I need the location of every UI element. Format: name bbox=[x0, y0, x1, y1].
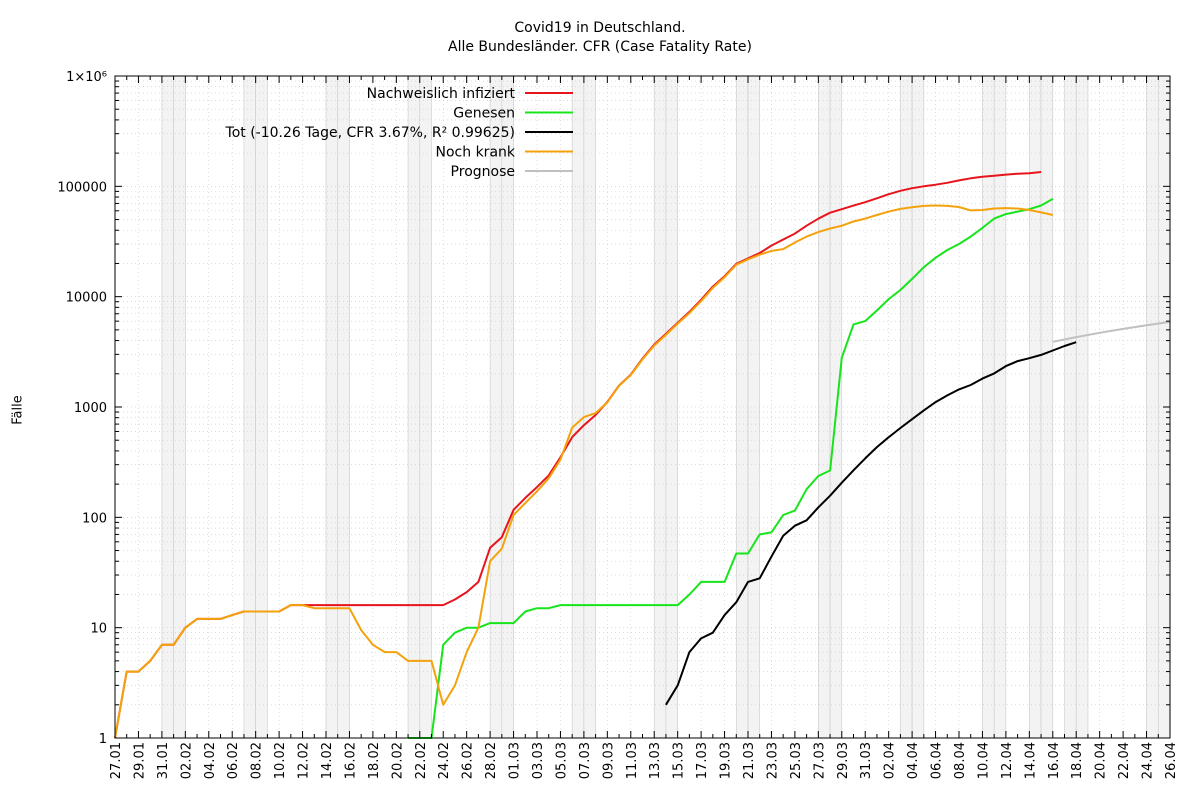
x-tick-label: 06.04 bbox=[930, 742, 945, 779]
x-tick-label: 02.04 bbox=[883, 742, 898, 779]
x-tick-label: 01.03 bbox=[508, 742, 523, 779]
x-tick-label: 08.02 bbox=[250, 742, 265, 779]
series-line bbox=[1052, 320, 1171, 343]
weekend-band bbox=[407, 75, 421, 739]
legend-label: Nachweislich infiziert bbox=[367, 86, 516, 102]
x-tick-label: 29.01 bbox=[132, 742, 147, 779]
weekend-band bbox=[1146, 75, 1159, 739]
x-tick-label: 27.01 bbox=[109, 742, 124, 779]
y-tick-label: 10 bbox=[90, 622, 107, 637]
x-tick-label: 26.02 bbox=[461, 742, 476, 779]
weekend-band bbox=[900, 75, 913, 739]
x-tick-label: 17.03 bbox=[695, 742, 710, 779]
y-tick-label: 100000 bbox=[57, 180, 107, 195]
legend-label: Tot (-10.26 Tage, CFR 3.67%, R² 0.99625) bbox=[225, 125, 515, 141]
weekend-bands bbox=[161, 75, 1171, 739]
series-line bbox=[114, 204, 1054, 739]
series-line bbox=[408, 198, 1054, 739]
y-tick-label: 1000 bbox=[74, 401, 107, 416]
y-tick-label: 1×10⁶ bbox=[66, 70, 107, 85]
weekend-band bbox=[583, 75, 596, 739]
x-tick-label: 13.03 bbox=[648, 742, 663, 779]
x-tick-label: 31.03 bbox=[859, 742, 874, 779]
x-tick-label: 06.02 bbox=[226, 742, 241, 779]
weekend-band bbox=[735, 75, 749, 739]
axis-ticks: 1 10 100 1000 10000 100000 1×10⁶ 27.01 29.01 31.0… bbox=[57, 70, 1179, 779]
x-tick-label: 11.03 bbox=[625, 742, 640, 779]
x-tick-label: 15.03 bbox=[672, 742, 687, 779]
legend-label: Noch krank bbox=[436, 145, 516, 161]
chart-title: Covid19 in Deutschland. bbox=[514, 20, 686, 36]
y-tick-label: 100 bbox=[82, 511, 107, 526]
weekend-band bbox=[419, 75, 432, 739]
x-tick-label: 16.02 bbox=[343, 742, 358, 779]
x-tick-label: 22.04 bbox=[1117, 742, 1132, 779]
x-tick-label: 14.04 bbox=[1023, 742, 1038, 779]
weekend-band bbox=[1064, 75, 1077, 739]
weekend-band bbox=[571, 75, 585, 739]
x-tick-label: 12.04 bbox=[1000, 742, 1015, 779]
x-tick-label: 28.02 bbox=[484, 742, 499, 779]
x-tick-label: 21.03 bbox=[742, 742, 757, 779]
weekend-band bbox=[818, 75, 831, 739]
legend-label: Prognose bbox=[451, 164, 515, 180]
x-tick-label: 24.04 bbox=[1141, 742, 1156, 779]
x-tick-label: 24.02 bbox=[437, 742, 452, 779]
x-tick-label: 23.03 bbox=[765, 742, 780, 779]
x-tick-label: 20.04 bbox=[1094, 742, 1109, 779]
weekend-band bbox=[1075, 75, 1089, 739]
x-tick-label: 12.02 bbox=[297, 742, 312, 779]
x-tick-label: 25.03 bbox=[789, 742, 804, 779]
weekend-band bbox=[255, 75, 268, 739]
x-tick-label: 18.04 bbox=[1070, 742, 1085, 779]
x-tick-label: 20.02 bbox=[390, 742, 405, 779]
x-tick-label: 26.04 bbox=[1164, 742, 1179, 779]
x-tick-label: 19.03 bbox=[719, 742, 734, 779]
x-tick-label: 04.04 bbox=[906, 742, 921, 779]
x-tick-label: 31.01 bbox=[156, 742, 171, 779]
x-tick-label: 07.03 bbox=[578, 742, 593, 779]
x-tick-label: 10.02 bbox=[273, 742, 288, 779]
chart-subtitle: Alle Bundesländer. CFR (Case Fatality Ra… bbox=[448, 39, 752, 55]
y-tick-label: 1 bbox=[99, 732, 107, 747]
grid-lines bbox=[114, 76, 1171, 738]
y-tick-label: 10000 bbox=[66, 291, 107, 306]
series-line bbox=[665, 341, 1077, 706]
x-tick-label: 03.03 bbox=[531, 742, 546, 779]
x-tick-label: 08.04 bbox=[953, 742, 968, 779]
legend-label: Genesen bbox=[453, 106, 515, 122]
weekend-band bbox=[243, 75, 256, 739]
x-tick-label: 05.03 bbox=[554, 742, 569, 779]
x-tick-label: 16.04 bbox=[1047, 742, 1062, 779]
x-tick-label: 18.02 bbox=[367, 742, 382, 779]
x-tick-label: 27.03 bbox=[812, 742, 827, 779]
x-tick-label: 14.02 bbox=[320, 742, 335, 779]
x-tick-label: 10.04 bbox=[976, 742, 991, 779]
legend: Nachweislich infiziert Genesen Tot (-10.26… bbox=[225, 86, 573, 180]
x-tick-label: 29.03 bbox=[836, 742, 851, 779]
x-tick-label: 09.03 bbox=[601, 742, 616, 779]
x-tick-label: 04.02 bbox=[203, 742, 218, 779]
weekend-band bbox=[911, 75, 925, 739]
series-lines bbox=[114, 171, 1171, 739]
x-tick-label: 22.02 bbox=[414, 742, 429, 779]
weekend-band bbox=[747, 75, 761, 739]
x-tick-label: 02.02 bbox=[179, 742, 194, 779]
